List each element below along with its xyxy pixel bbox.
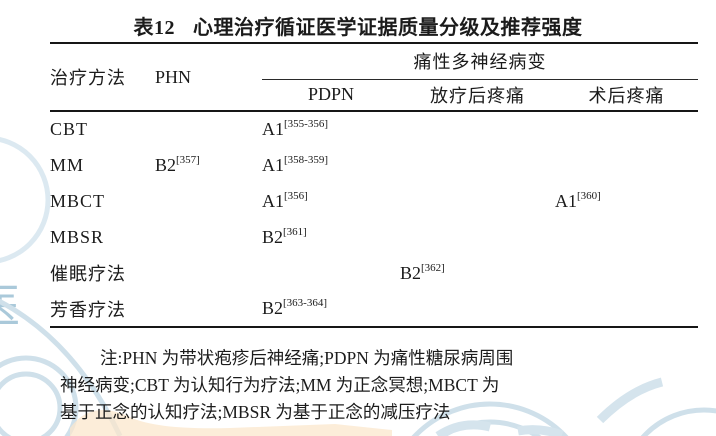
watermark-circle-icon — [411, 401, 569, 436]
watermark-circle-icon — [0, 355, 79, 436]
table-row: MBCT A1[356] A1[360] — [50, 183, 698, 219]
table-row: MM B2[357] A1[358-359] — [50, 147, 698, 183]
cell-phn — [155, 111, 262, 147]
watermark-circle-icon — [0, 371, 63, 436]
col-group-painful-polyneuropathy: 痛性多神经病变 — [262, 43, 699, 80]
watermark-stroke-icon — [517, 425, 564, 436]
citation-ref: [360] — [577, 189, 601, 202]
cell-phn: B2[357] — [155, 153, 200, 175]
cell-pdpn: B2[361] — [262, 225, 307, 247]
citation-ref: [355-356] — [284, 118, 328, 130]
table-row: CBT A1[355-356] — [50, 111, 698, 147]
cell-pdpn: A1[356] — [262, 189, 308, 211]
col-header-post-radiotherapy-pain: 放疗后疼痛 — [430, 85, 525, 106]
watermark-stroke-icon — [435, 420, 492, 436]
cell-treatment: 催眠疗法 — [50, 264, 126, 284]
cell-postoperative: A1[360] — [555, 189, 601, 211]
col-header-treatment: 治疗方法 — [50, 68, 126, 88]
cell-post-radiotherapy — [400, 147, 555, 183]
cell-postoperative — [555, 219, 698, 255]
citation-ref: [362] — [421, 261, 445, 274]
table-header: 治疗方法 PHN 痛性多神经病变 PDPN 放疗后疼痛 术后疼痛 — [50, 43, 699, 111]
cell-post-radiotherapy — [400, 291, 555, 327]
cell-post-radiotherapy — [400, 183, 555, 219]
footnote-line: 神经病变;CBT 为认知行为疗法;MM 为正念冥想;MBCT 为 — [60, 375, 500, 395]
cell-phn — [155, 255, 262, 291]
cell-treatment: MM — [50, 154, 85, 175]
table-title: 心理治疗循证医学证据质量分级及推荐强度 — [193, 17, 583, 39]
cell-post-radiotherapy — [400, 219, 555, 255]
cell-post-radiotherapy: B2[362] — [400, 261, 445, 283]
table-row: 芳香疗法 B2[363-364] — [50, 291, 698, 327]
watermark-stroke-icon — [596, 377, 664, 424]
cell-postoperative — [555, 255, 698, 291]
cell-post-radiotherapy — [400, 111, 555, 147]
citation-ref: [363-364] — [283, 297, 328, 309]
cell-phn — [155, 219, 262, 255]
citation-ref: [356] — [284, 189, 308, 202]
cell-postoperative — [555, 291, 698, 327]
col-header-pdpn: PDPN — [307, 84, 355, 105]
evidence-grading-table: 治疗方法 PHN 痛性多神经病变 PDPN 放疗后疼痛 术后疼痛 CBT A1[… — [50, 42, 699, 328]
cell-treatment: MBCT — [50, 190, 106, 211]
table-caption: 表12 心理治疗循证医学证据质量分级及推荐强度 — [0, 11, 716, 40]
watermark-circle-icon — [438, 419, 542, 436]
citation-ref: [357] — [176, 153, 200, 166]
cell-pdpn: A1[358-359] — [262, 153, 328, 175]
cell-postoperative — [555, 147, 698, 183]
watermark-peach-blob — [70, 410, 392, 436]
footnote-line: 基于正念的认知疗法;MBSR 为基于正念的减压疗法 — [60, 402, 451, 422]
table-footnote: 注:PHN 为带状疱疹后神经痛;PDPN 为痛性糖尿病周围 神经病变;CBT 为… — [60, 345, 666, 426]
table-row: MBSR B2[361] — [50, 219, 698, 255]
cell-pdpn — [262, 255, 400, 291]
citation-ref: [358-359] — [284, 153, 328, 166]
col-header-phn: PHN — [155, 66, 192, 87]
cell-pdpn: A1[355-356] — [262, 118, 328, 139]
col-header-postoperative-pain: 术后疼痛 — [588, 85, 665, 106]
table-body: CBT A1[355-356] MM B2[357] A1[358-359] M… — [50, 111, 699, 327]
watermark-circle-icon — [0, 137, 51, 263]
table-row: 催眠疗法 B2[362] — [50, 255, 698, 291]
cell-phn — [155, 291, 262, 327]
watermark-circle-icon — [640, 407, 716, 436]
cell-treatment: CBT — [50, 119, 89, 139]
cell-pdpn: B2[363-364] — [262, 297, 328, 318]
table-number: 表12 — [133, 17, 175, 39]
cell-postoperative — [555, 111, 698, 147]
citation-ref: [361] — [283, 225, 307, 238]
cell-treatment: 芳香疗法 — [50, 299, 126, 320]
cell-phn — [155, 183, 262, 219]
footnote-line: 注:PHN 为带状疱疹后神经痛;PDPN 为痛性糖尿病周围 — [100, 348, 514, 368]
cell-treatment: MBSR — [50, 226, 105, 247]
